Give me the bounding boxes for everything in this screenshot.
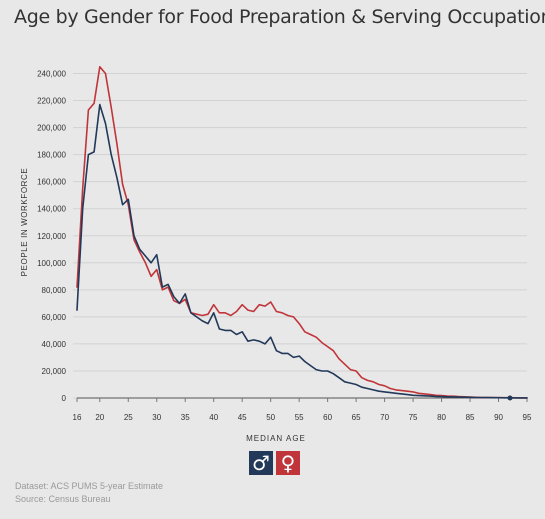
- x-axis-ticks: 16 20 25 30 35 40 45 50 55 60 65 70 75 80 85 90 95: [73, 397, 532, 422]
- x-tick-label: 80: [437, 413, 446, 422]
- x-tick-label: 55: [295, 413, 304, 422]
- y-tick-label: 200,000: [37, 124, 66, 133]
- x-tick-label: 25: [124, 413, 133, 422]
- x-tick-label: 90: [494, 413, 503, 422]
- female-symbol-icon: ♀: [280, 451, 296, 475]
- male-symbol-icon: ♂: [252, 451, 270, 475]
- x-tick-label: 85: [466, 413, 475, 422]
- y-axis-label: PEOPLE IN WORKFORCE: [20, 168, 29, 277]
- y-tick-label: 120,000: [37, 232, 66, 241]
- x-tick-label: 75: [409, 413, 418, 422]
- legend-male-button[interactable]: ♂: [249, 451, 273, 475]
- x-tick-label: 20: [95, 413, 104, 422]
- x-tick-label: 95: [523, 413, 532, 422]
- y-tick-label: 100,000: [37, 259, 66, 268]
- y-tick-label: 240,000: [37, 70, 66, 79]
- x-tick-label: 40: [209, 413, 218, 422]
- x-tick-label: 50: [266, 413, 275, 422]
- x-tick-label: 45: [238, 413, 247, 422]
- y-tick-label: 20,000: [42, 367, 67, 376]
- gridlines: [73, 73, 527, 399]
- y-tick-label: 160,000: [37, 178, 66, 187]
- y-tick-label: 60,000: [42, 313, 67, 322]
- x-tick-label: 60: [323, 413, 332, 422]
- x-tick-label: 30: [152, 413, 161, 422]
- dataset-note: Dataset: ACS PUMS 5-year Estimate: [15, 481, 164, 491]
- male-series-line[interactable]: [76, 103, 528, 399]
- source-note: Source: Census Bureau: [15, 494, 111, 504]
- legend-female-button[interactable]: ♀: [276, 451, 300, 475]
- y-axis-ticks: 0 20,000 40,000 60,000 80,000 100,000 120,000 1…: [37, 70, 66, 403]
- y-tick-label: 0: [62, 394, 67, 403]
- chart-title: Age by Gender for Food Preparation & Ser…: [14, 6, 545, 28]
- series-lines: [76, 66, 528, 399]
- x-tick-label: 16: [73, 413, 82, 422]
- y-tick-label: 80,000: [42, 286, 67, 295]
- x-tick-label: 65: [352, 413, 361, 422]
- x-tick-label: 35: [181, 413, 190, 422]
- x-tick-label: 70: [380, 413, 389, 422]
- hover-marker: [507, 395, 513, 401]
- x-axis-label: MEDIAN AGE: [246, 434, 306, 443]
- female-series-line[interactable]: [76, 66, 528, 399]
- y-tick-label: 220,000: [37, 97, 66, 106]
- y-tick-label: 180,000: [37, 151, 66, 160]
- y-tick-label: 140,000: [37, 205, 66, 214]
- y-tick-label: 40,000: [42, 340, 67, 349]
